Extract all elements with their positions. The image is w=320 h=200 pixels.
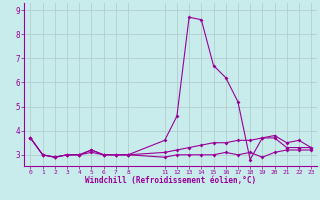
X-axis label: Windchill (Refroidissement éolien,°C): Windchill (Refroidissement éolien,°C): [85, 176, 256, 185]
